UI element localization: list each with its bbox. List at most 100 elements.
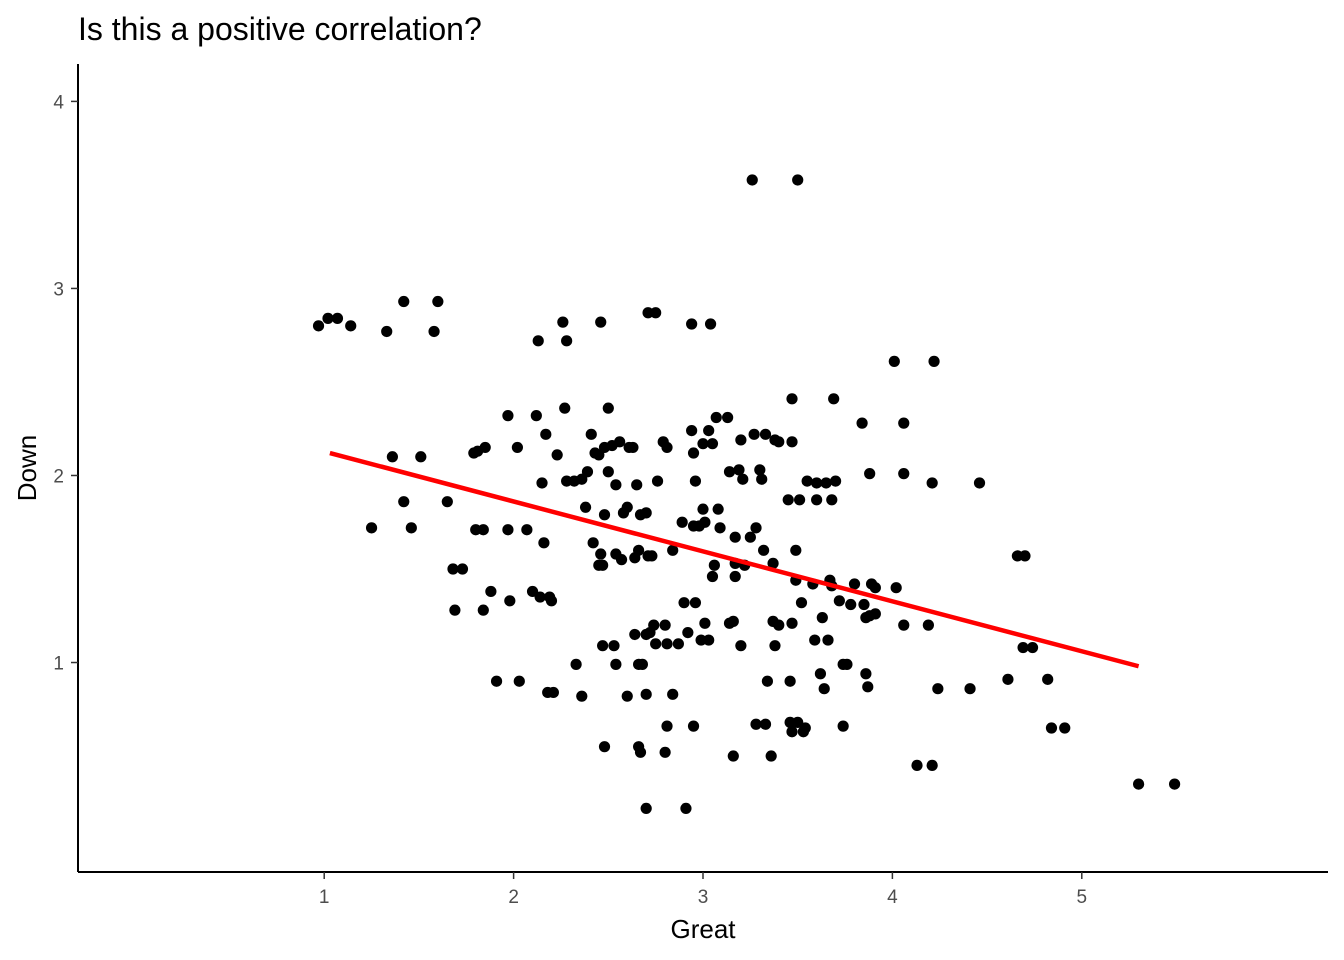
data-point <box>502 524 514 536</box>
data-point <box>727 750 739 762</box>
data-point <box>786 436 798 448</box>
data-point <box>786 617 798 629</box>
data-point <box>856 417 868 429</box>
data-point <box>687 447 700 459</box>
data-point <box>672 638 684 650</box>
data-point <box>595 548 607 560</box>
data-point <box>864 468 876 480</box>
data-point <box>926 477 938 489</box>
data-point <box>682 626 694 639</box>
data-point <box>581 466 594 478</box>
data-point <box>704 318 717 330</box>
data-point <box>706 438 719 450</box>
data-point <box>614 436 626 448</box>
data-point <box>398 295 410 308</box>
data-point <box>667 544 679 556</box>
data-point <box>737 473 749 485</box>
data-point <box>816 612 828 624</box>
data-point <box>729 531 741 543</box>
data-point <box>365 522 378 534</box>
data-point <box>784 675 796 687</box>
data-point <box>733 464 745 476</box>
data-point <box>513 675 525 687</box>
data-point <box>636 658 648 670</box>
data-point <box>862 681 874 693</box>
data-point <box>898 619 910 631</box>
data-point <box>610 658 622 670</box>
data-point <box>640 802 652 815</box>
data-point <box>735 640 747 652</box>
fit-line-layer <box>329 450 1140 669</box>
data-point <box>621 501 633 513</box>
data-point <box>845 598 857 611</box>
data-point <box>869 582 881 594</box>
data-point <box>621 690 633 702</box>
x-tick-label: 5 <box>1076 887 1087 908</box>
y-axis-label: Down <box>12 435 42 501</box>
data-point <box>610 479 622 491</box>
data-point <box>587 537 599 549</box>
data-point <box>456 563 469 575</box>
data-point <box>640 507 652 519</box>
data-point <box>722 411 734 424</box>
data-point <box>634 746 647 758</box>
data-point <box>627 441 639 454</box>
data-point <box>756 473 768 485</box>
data-point <box>723 466 736 478</box>
data-point <box>686 318 698 330</box>
data-point <box>833 595 845 607</box>
data-point <box>1002 673 1014 685</box>
data-point <box>322 312 334 324</box>
data-point <box>790 544 802 556</box>
regression-line <box>329 450 1140 669</box>
data-point <box>680 802 692 815</box>
y-tick-label: 1 <box>53 654 64 675</box>
data-point <box>735 434 747 446</box>
data-point <box>398 496 410 508</box>
data-point <box>761 675 773 687</box>
data-point <box>551 449 563 461</box>
data-point <box>490 675 503 687</box>
data-point <box>576 690 588 702</box>
data-point <box>750 522 762 534</box>
data-point <box>615 554 628 566</box>
data-point <box>561 335 573 347</box>
data-point <box>545 595 558 607</box>
data-point <box>676 516 688 528</box>
data-point <box>797 726 809 738</box>
data-point <box>511 441 523 454</box>
data-point <box>964 683 976 695</box>
data-point <box>659 746 671 758</box>
data-point <box>826 494 838 506</box>
data-point <box>759 428 772 440</box>
y-tick-label: 3 <box>53 279 64 300</box>
data-point <box>602 402 614 414</box>
data-point <box>1168 778 1181 790</box>
data-point <box>758 544 770 556</box>
data-point <box>536 477 548 489</box>
x-axis-label: Great <box>670 914 736 944</box>
data-point <box>661 638 673 650</box>
data-point <box>667 688 679 700</box>
data-point <box>345 320 357 332</box>
x-tick-label: 4 <box>887 887 898 908</box>
data-point <box>801 475 813 487</box>
data-point <box>858 598 870 611</box>
data-point <box>449 604 461 616</box>
data-point <box>746 174 758 186</box>
data-point <box>570 658 582 670</box>
data-point <box>559 402 571 414</box>
data-point <box>597 640 609 652</box>
data-point <box>699 516 711 528</box>
data-point <box>585 428 597 440</box>
data-point <box>928 355 940 367</box>
data-point <box>708 559 720 571</box>
data-point <box>629 628 641 641</box>
data-point <box>661 441 673 454</box>
y-axis-ticks: 1 2 3 4 <box>53 92 78 675</box>
y-tick-label: 4 <box>53 92 64 113</box>
data-point <box>932 683 944 695</box>
data-point <box>1019 550 1031 562</box>
data-point <box>1045 722 1058 734</box>
data-point <box>477 604 489 616</box>
